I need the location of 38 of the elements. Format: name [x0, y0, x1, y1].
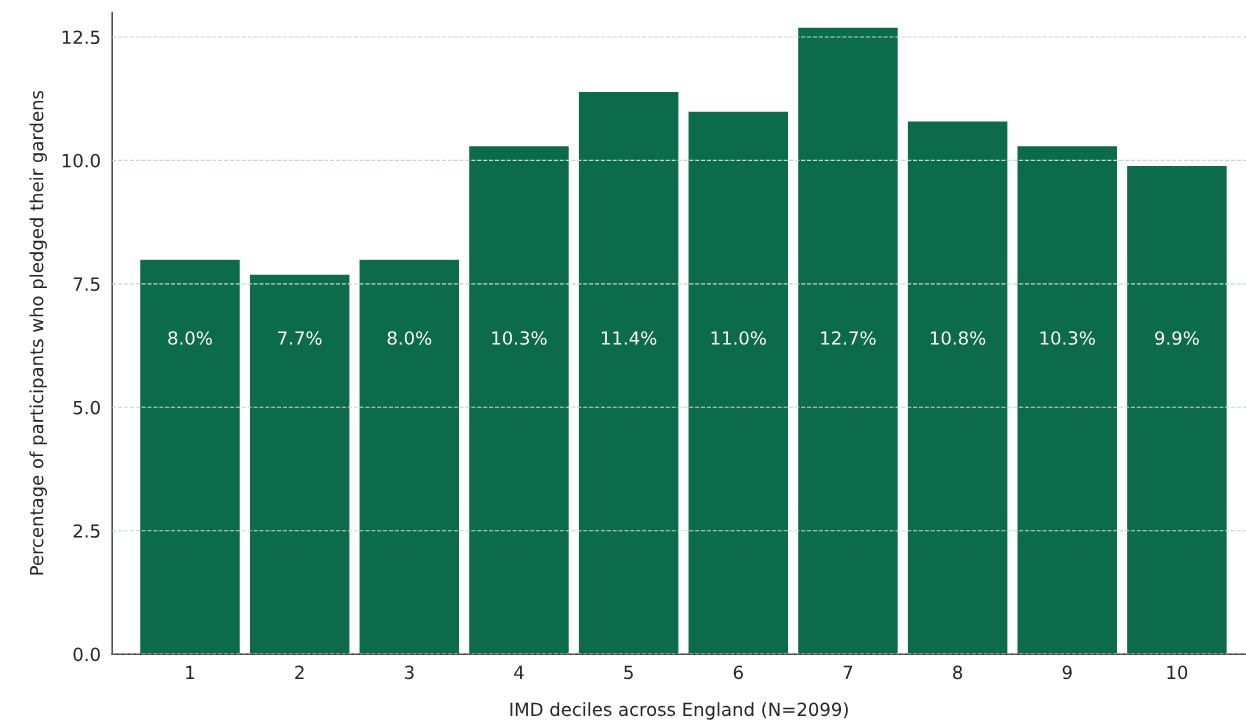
bar [906, 120, 1009, 655]
x-tick-label: 9 [1062, 665, 1072, 680]
x-tick-label: 10 [1167, 665, 1188, 680]
bar [1125, 164, 1229, 655]
y-tick-label: 7.5 [73, 277, 100, 291]
x-axis-title: IMD deciles across England (N=2099) [510, 702, 848, 720]
bar [138, 258, 242, 655]
x-tick-label: 1 [186, 665, 195, 679]
data-label: 10.8% [930, 331, 986, 345]
y-tick-label: 2.5 [73, 524, 100, 538]
data-label: 9.9% [1155, 331, 1199, 345]
y-axis-title: Percentage of participants who pledged their gardens [29, 90, 47, 575]
bar [467, 144, 571, 655]
x-tick-label: 5 [624, 665, 633, 680]
bar [796, 26, 900, 655]
x-tick-label: 8 [953, 665, 963, 680]
y-tick-label: 12.5 [62, 30, 100, 45]
data-label: 8.0% [387, 331, 432, 345]
x-tick-label: 3 [404, 665, 414, 680]
bar [358, 258, 461, 655]
bar [1016, 144, 1119, 655]
bar [577, 90, 680, 655]
x-tick-label: 7 [843, 665, 853, 679]
y-tick-label: 5.0 [73, 400, 100, 415]
x-tick-label: 2 [295, 665, 304, 679]
bar [248, 273, 351, 655]
y-tick-label: 10.0 [62, 153, 100, 168]
bar [687, 110, 790, 655]
data-label: 11.0% [711, 331, 766, 345]
y-tick-label: 0.0 [73, 647, 100, 662]
data-label: 11.4% [601, 331, 657, 345]
x-tick-label: 4 [514, 665, 524, 679]
data-label: 7.7% [278, 331, 322, 345]
x-tick-label: 6 [733, 665, 743, 680]
data-label: 10.3% [1040, 331, 1095, 345]
data-label: 10.3% [492, 331, 547, 345]
data-label: 8.0% [168, 331, 212, 345]
data-label: 12.7% [821, 331, 876, 345]
